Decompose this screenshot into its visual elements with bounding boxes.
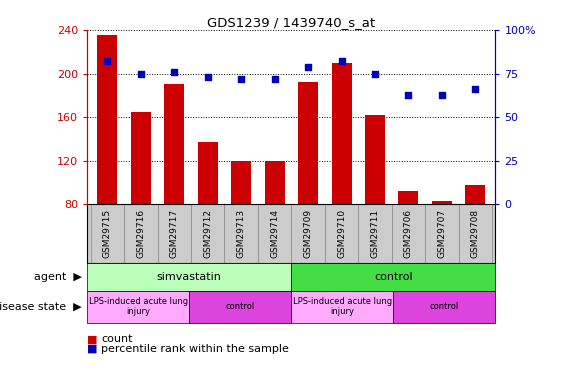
- Bar: [466, 185, 485, 204]
- Text: GSM29714: GSM29714: [270, 209, 279, 258]
- Bar: [131, 112, 151, 204]
- Point: [370, 70, 379, 76]
- Bar: [432, 201, 452, 204]
- Text: control: control: [226, 302, 255, 311]
- Bar: [358, 204, 392, 262]
- Text: GSM29711: GSM29711: [370, 209, 379, 258]
- Bar: [198, 142, 218, 204]
- Text: disease state  ▶: disease state ▶: [0, 302, 82, 312]
- Text: control: control: [430, 302, 459, 311]
- Text: ■: ■: [87, 344, 98, 354]
- Bar: [158, 204, 191, 262]
- Bar: [298, 82, 318, 204]
- Text: percentile rank within the sample: percentile rank within the sample: [101, 344, 289, 354]
- Bar: [399, 191, 418, 204]
- Point: [103, 58, 112, 64]
- Text: LPS-induced acute lung
injury: LPS-induced acute lung injury: [89, 297, 188, 316]
- Bar: [91, 204, 124, 262]
- Bar: [265, 161, 285, 204]
- Bar: [392, 204, 425, 262]
- Text: GSM29709: GSM29709: [303, 209, 312, 258]
- Point: [170, 69, 179, 75]
- Text: count: count: [101, 334, 133, 344]
- Bar: [97, 36, 117, 204]
- Point: [303, 64, 312, 70]
- Text: GSM29710: GSM29710: [337, 209, 346, 258]
- Bar: [425, 204, 459, 262]
- Point: [270, 76, 279, 82]
- Bar: [191, 204, 225, 262]
- Bar: [365, 115, 385, 204]
- Point: [404, 92, 413, 98]
- Point: [236, 76, 245, 82]
- Bar: [164, 84, 184, 204]
- Bar: [225, 204, 258, 262]
- Bar: [292, 204, 325, 262]
- Text: GSM29715: GSM29715: [103, 209, 112, 258]
- Text: ■: ■: [87, 334, 98, 344]
- Point: [337, 58, 346, 64]
- Bar: [459, 204, 492, 262]
- Text: agent  ▶: agent ▶: [34, 272, 82, 282]
- Point: [203, 74, 212, 80]
- Text: LPS-induced acute lung
injury: LPS-induced acute lung injury: [293, 297, 392, 316]
- Bar: [124, 204, 158, 262]
- Text: GSM29713: GSM29713: [236, 209, 245, 258]
- Text: GSM29706: GSM29706: [404, 209, 413, 258]
- Bar: [325, 204, 358, 262]
- Text: control: control: [374, 272, 413, 282]
- Point: [437, 92, 446, 98]
- Bar: [332, 63, 351, 204]
- Text: GSM29712: GSM29712: [203, 209, 212, 258]
- Title: GDS1239 / 1439740_s_at: GDS1239 / 1439740_s_at: [207, 16, 376, 29]
- Point: [136, 70, 145, 76]
- Bar: [231, 161, 251, 204]
- Text: GSM29708: GSM29708: [471, 209, 480, 258]
- Text: GSM29717: GSM29717: [170, 209, 179, 258]
- Text: GSM29707: GSM29707: [437, 209, 446, 258]
- Point: [471, 86, 480, 92]
- Bar: [258, 204, 292, 262]
- Text: simvastatin: simvastatin: [157, 272, 222, 282]
- Text: GSM29716: GSM29716: [136, 209, 145, 258]
